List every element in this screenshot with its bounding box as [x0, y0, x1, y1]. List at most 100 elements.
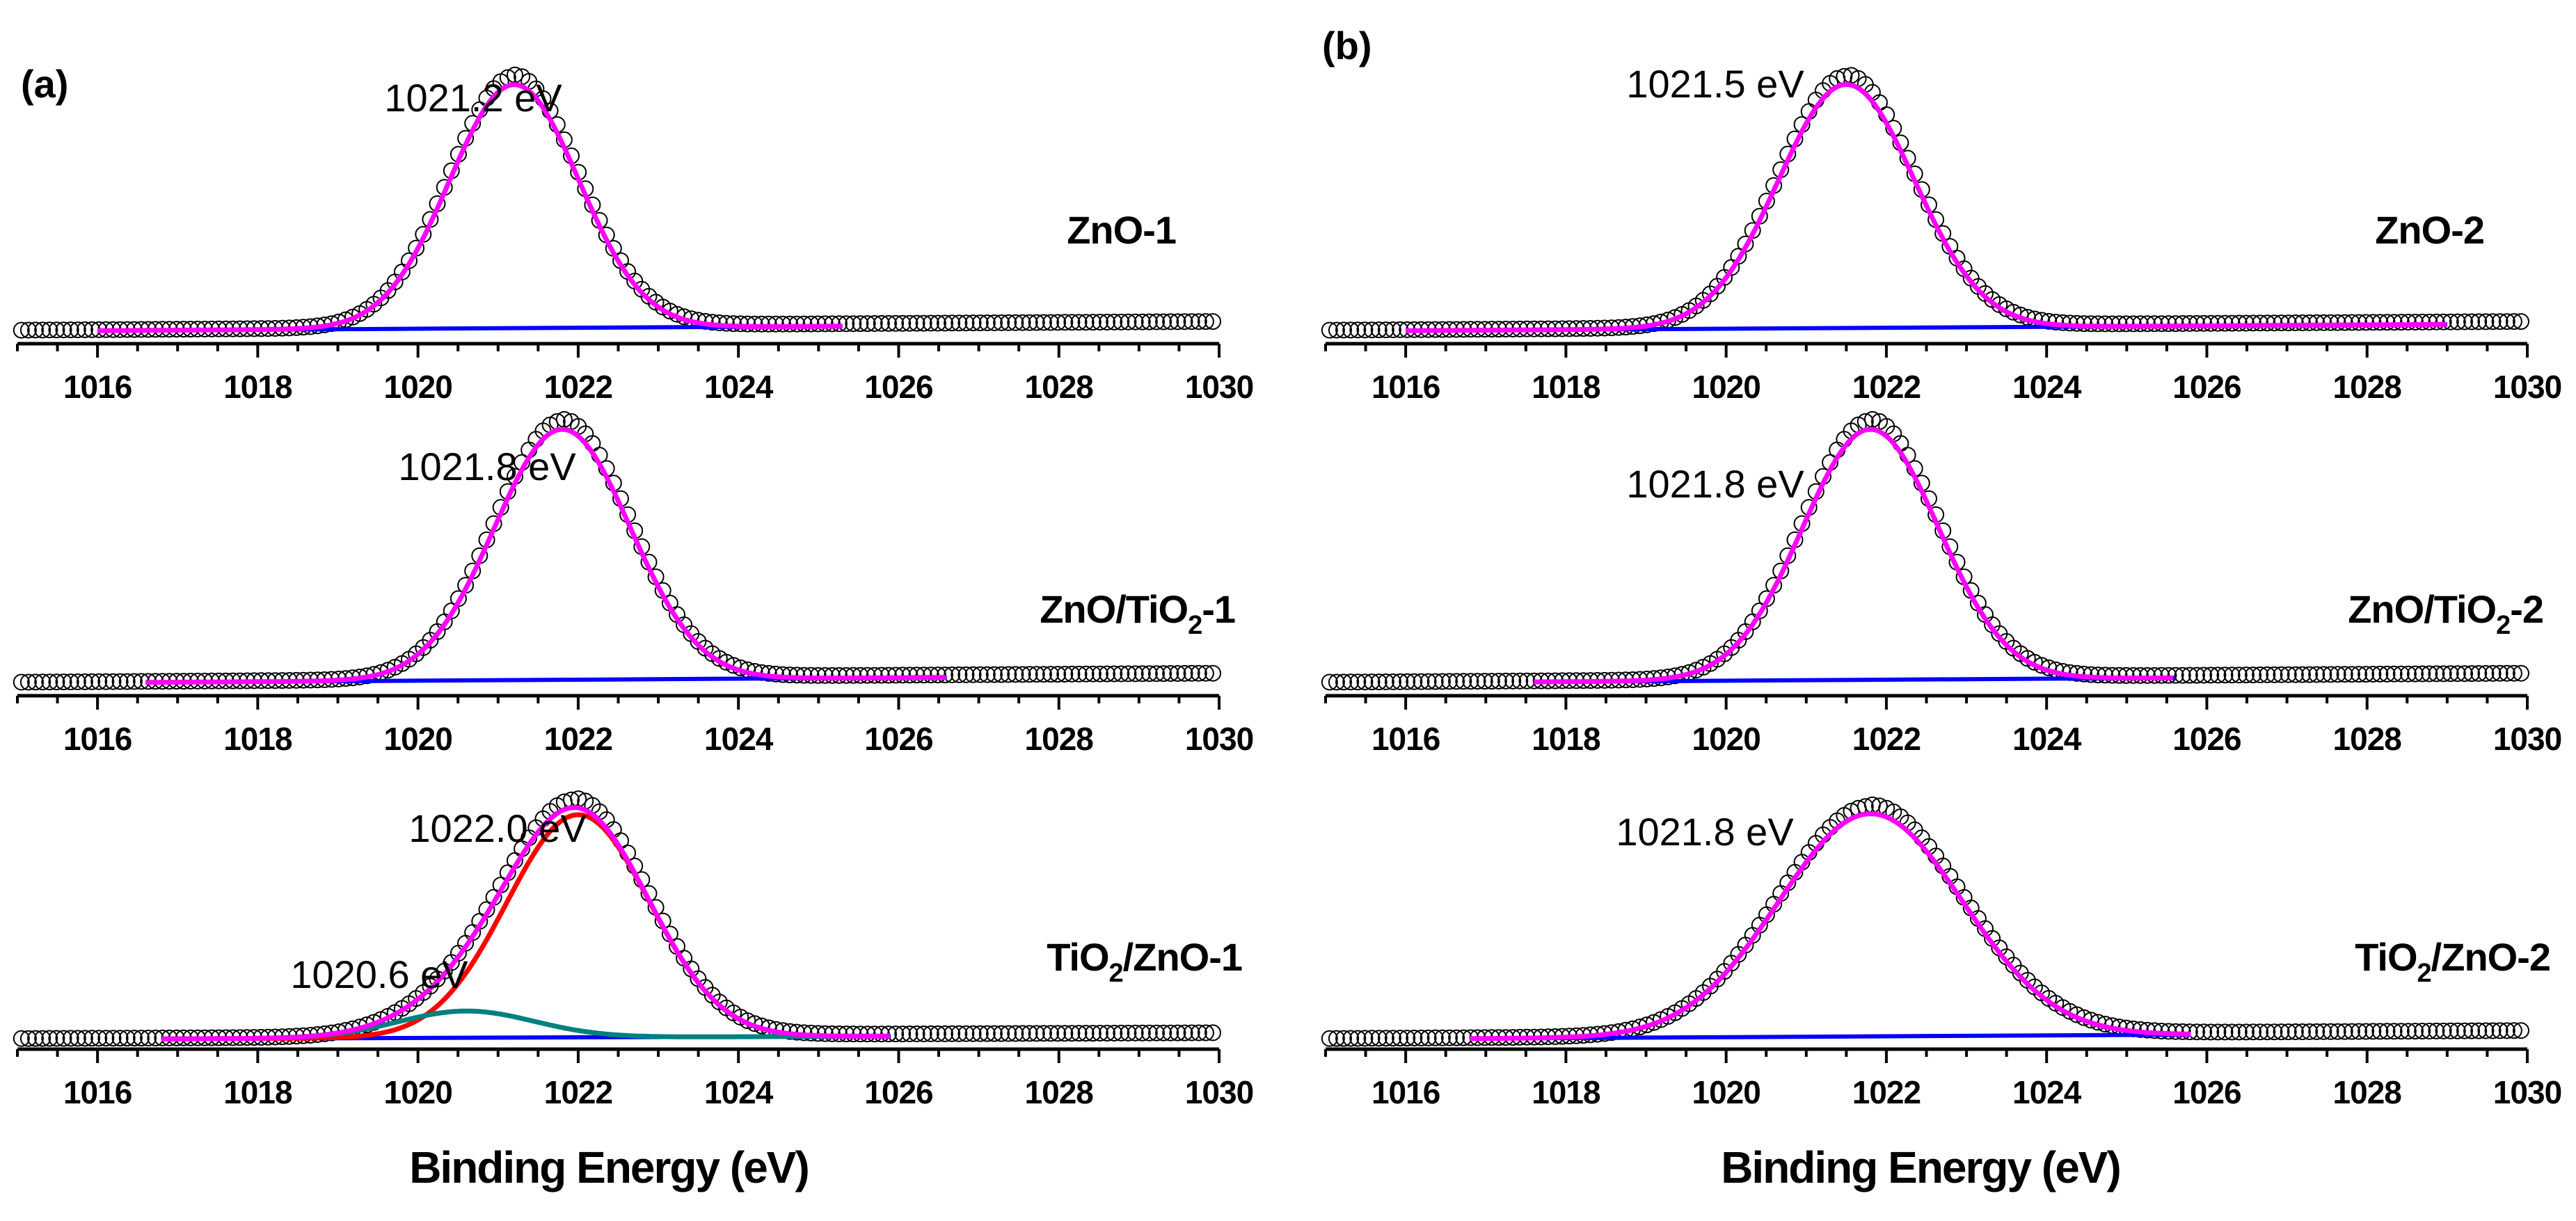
data-point	[2435, 1022, 2452, 1039]
data-point	[111, 673, 129, 690]
data-point	[922, 314, 939, 332]
data-point	[831, 667, 848, 684]
data-point	[901, 1026, 919, 1042]
data-point	[1120, 665, 1137, 683]
data-point	[1462, 673, 1479, 690]
data-point	[34, 321, 51, 339]
peak-label: 1021.5 eV	[1626, 62, 1804, 106]
data-point	[1176, 664, 1193, 682]
data-point	[2245, 1023, 2261, 1041]
data-point	[1476, 673, 1493, 690]
data-point	[1014, 1025, 1031, 1042]
data-point	[41, 673, 58, 691]
data-point	[1148, 1024, 1165, 1042]
x-tick-label: 1016	[1372, 369, 1440, 405]
data-point	[2216, 1023, 2234, 1041]
data-point	[2392, 1023, 2410, 1040]
sample-label-main: ZnO	[1067, 208, 1143, 252]
data-point	[937, 667, 953, 684]
data-point	[1077, 665, 1095, 683]
x-tick-label: 1028	[1025, 721, 1094, 757]
data-point	[2358, 1023, 2375, 1040]
data-point	[2463, 1022, 2481, 1039]
data-point	[41, 321, 58, 339]
sample-label-suffix: -1	[1202, 587, 1235, 631]
data-point	[1056, 314, 1074, 331]
data-point	[957, 666, 975, 683]
data-point	[1113, 313, 1130, 330]
data-point	[2308, 666, 2325, 683]
panel-label-a: (a)	[21, 62, 68, 106]
fit-curve	[161, 805, 890, 1042]
data-point	[55, 1030, 72, 1047]
data-point	[118, 673, 136, 690]
peak-label: 1020.6 eV	[290, 952, 468, 996]
subplot-b-1: 1016 1018 1020 1022 1024 1026 1028 1030 1021.5 e…	[1321, 62, 2562, 405]
data-point	[1000, 314, 1017, 331]
data-point	[1028, 666, 1045, 683]
x-tick-label: 1020	[383, 369, 452, 405]
fit-curve	[145, 426, 946, 685]
data-point	[401, 252, 418, 269]
data-point	[1370, 1030, 1388, 1047]
x-tick-label: 1026	[2172, 721, 2241, 757]
data-point	[1099, 314, 1115, 330]
x-tick-label: 1024	[704, 369, 774, 405]
x-tick-label: 1028	[2333, 1074, 2402, 1110]
x-tick-label: 1020	[1692, 1074, 1760, 1110]
data-point	[2153, 667, 2170, 684]
data-point	[1433, 1029, 1451, 1046]
data-point	[90, 673, 108, 690]
sample-label: ZnO/TiO2-2	[2348, 587, 2543, 640]
x-tick-label: 1030	[1185, 721, 1253, 757]
data-point	[140, 1030, 157, 1046]
data-point	[2252, 667, 2269, 683]
data-point	[1070, 1025, 1088, 1042]
data-point	[1349, 1030, 1367, 1047]
data-point	[1169, 665, 1186, 682]
data-point	[2301, 1023, 2319, 1040]
data-point	[964, 666, 982, 683]
data-point	[944, 314, 961, 332]
x-tick-label: 1022	[1852, 369, 1921, 405]
data-point	[2513, 313, 2529, 330]
data-point	[1162, 1024, 1179, 1042]
data-point	[1063, 1025, 1081, 1042]
x-tick-label: 1018	[223, 721, 292, 757]
data-point	[76, 673, 93, 690]
data-point	[34, 1030, 51, 1047]
x-tick-label: 1024	[2012, 721, 2082, 757]
data-point	[2195, 1023, 2213, 1041]
data-point	[1426, 1029, 1444, 1046]
data-point	[1504, 672, 1522, 689]
data-point	[1455, 673, 1472, 690]
data-point	[2351, 666, 2367, 683]
data-point	[1035, 1025, 1052, 1042]
x-tick-label: 1026	[2172, 1074, 2241, 1110]
panel-b: (b) 1016 1018 1020 1022 1024 1026 1028 1030 1021…	[1321, 24, 2562, 1110]
data-point	[1070, 665, 1088, 683]
x-tick-label: 1026	[2172, 369, 2241, 405]
data-point	[1127, 1024, 1144, 1042]
data-point	[1084, 1025, 1102, 1042]
data-point	[1028, 314, 1045, 331]
data-point	[1049, 314, 1067, 331]
data-point	[1049, 666, 1067, 683]
data-point	[2343, 666, 2360, 683]
fit-curve	[97, 82, 843, 333]
data-point	[1751, 602, 1768, 619]
data-point	[2124, 667, 2142, 684]
data-point	[2252, 1023, 2269, 1041]
data-point	[2266, 1023, 2283, 1041]
data-point	[838, 667, 855, 684]
data-point	[1483, 673, 1500, 690]
data-point	[1420, 673, 1437, 690]
data-point	[859, 315, 876, 333]
x-tick-label: 1026	[864, 721, 932, 757]
data-point	[133, 1030, 150, 1047]
sample-label-suffix: /ZnO-1	[1123, 935, 1242, 979]
data-point	[1342, 321, 1360, 339]
data-point	[1140, 1024, 1158, 1042]
data-point	[2513, 1022, 2529, 1039]
data-point	[76, 321, 93, 338]
